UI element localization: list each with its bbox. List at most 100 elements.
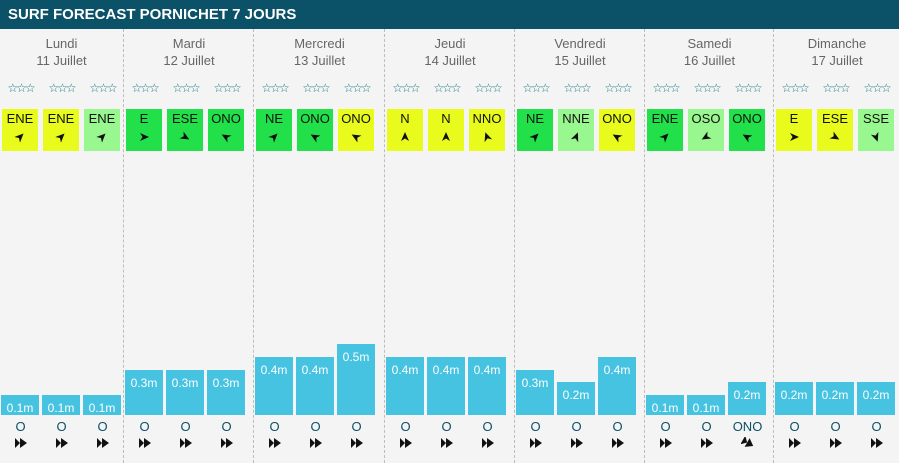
day-name: Mercredi bbox=[294, 36, 345, 51]
wind-arrow-icon bbox=[140, 133, 149, 141]
wind-arrow-icon bbox=[659, 133, 669, 143]
swell-direction-label: O bbox=[612, 419, 623, 434]
wind-arrow-icon bbox=[829, 131, 840, 140]
swell-arrow-icon bbox=[659, 438, 672, 448]
wind-direction-label: ONO bbox=[341, 111, 371, 126]
swell-arrow bbox=[350, 436, 364, 454]
forecast-slot: ☆☆☆ OSO 0.1m O bbox=[686, 29, 727, 463]
swell-arrow bbox=[611, 436, 625, 454]
swell-direction-label: O bbox=[789, 419, 800, 434]
wave-bar: 0.4m bbox=[427, 356, 465, 415]
wind-cell: SSE bbox=[858, 109, 894, 151]
wind-direction-label: ESE bbox=[821, 111, 848, 126]
wind-direction-label: NE bbox=[525, 111, 545, 126]
wind-direction-label: ONO bbox=[300, 111, 330, 126]
wave-height-label: 0.2m bbox=[733, 388, 761, 403]
swell-arrow bbox=[739, 435, 755, 454]
day-column: Dimanche 17 Juillet ☆☆☆ E 0.2m O ☆☆☆ ESE 0.2m O ☆☆… bbox=[773, 29, 899, 463]
wind-cell: N bbox=[428, 109, 464, 151]
day-column: Vendredi 15 Juillet ☆☆☆ NE 0.3m O ☆☆☆ NNE 0.2m O ☆… bbox=[514, 29, 645, 463]
day-date: 17 Juillet bbox=[811, 53, 863, 68]
swell-arrow-icon bbox=[611, 438, 624, 448]
wind-cell: ONO bbox=[208, 109, 244, 151]
wind-direction-label: ENE bbox=[6, 111, 34, 126]
wind-arrow-icon bbox=[179, 131, 190, 140]
rating-stars: ☆☆☆ bbox=[392, 81, 420, 95]
wave-bar: 0.1m bbox=[42, 395, 80, 415]
forecast-slot: ☆☆☆ ONO 0.3m O bbox=[206, 29, 247, 463]
rating-stars: ☆☆☆ bbox=[172, 81, 200, 95]
swell-arrow-icon bbox=[481, 438, 494, 448]
rating-stars: ☆☆☆ bbox=[474, 81, 502, 95]
wave-bar: 0.1m bbox=[1, 395, 39, 415]
rating-stars: ☆☆☆ bbox=[781, 81, 809, 95]
day-name: Vendredi bbox=[554, 36, 606, 51]
day-column: Samedi 16 Juillet ☆☆☆ ENE 0.1m O ☆☆☆ OSO 0.1m O ☆☆… bbox=[644, 29, 774, 463]
wave-height-label: 0.1m bbox=[692, 401, 720, 416]
wind-direction-label: ENE bbox=[47, 111, 75, 126]
swell-arrow bbox=[440, 436, 454, 454]
wind-direction-label: ENE bbox=[651, 111, 679, 126]
wave-bar: 0.4m bbox=[296, 356, 334, 415]
day-name: Jeudi bbox=[434, 36, 466, 51]
swell-arrow-icon bbox=[399, 438, 412, 448]
rating-stars: ☆☆☆ bbox=[302, 81, 330, 95]
forecast-slot: ☆☆☆ SSE 0.2m O bbox=[856, 29, 897, 463]
wave-height-label: 0.3m bbox=[521, 375, 549, 390]
rating-stars: ☆☆☆ bbox=[261, 81, 289, 95]
day-column: Jeudi 14 Juillet ☆☆☆ N 0.4m O ☆☆☆ N 0.4m O ☆☆☆ NNO 0… bbox=[384, 29, 515, 463]
swell-arrow-icon bbox=[529, 438, 542, 448]
forecast-slot: ☆☆☆ E 0.3m O bbox=[124, 29, 165, 463]
wind-direction-label: NNO bbox=[472, 111, 502, 126]
swell-arrow-icon bbox=[55, 438, 68, 448]
swell-direction-label: O bbox=[871, 419, 882, 434]
wave-bar: 0.5m bbox=[337, 344, 375, 415]
swell-arrow-icon bbox=[870, 438, 883, 448]
swell-direction-label: O bbox=[310, 419, 321, 434]
wave-height-label: 0.3m bbox=[130, 375, 158, 390]
swell-arrow bbox=[399, 436, 413, 454]
wave-bar: 0.4m bbox=[598, 356, 636, 415]
wave-bar: 0.1m bbox=[83, 395, 121, 415]
wave-bar: 0.2m bbox=[775, 382, 813, 415]
wind-arrow-icon bbox=[14, 133, 24, 143]
wind-cell: ONO bbox=[729, 109, 765, 151]
forecast-slot: ☆☆☆ E 0.2m O bbox=[774, 29, 815, 463]
forecast-slot: ☆☆☆ ENE 0.1m O bbox=[645, 29, 686, 463]
forecast-slot: ☆☆☆ ONO 0.4m O bbox=[295, 29, 336, 463]
forecast-slot: ☆☆☆ NNO 0.4m O bbox=[467, 29, 508, 463]
wave-height-label: 0.1m bbox=[651, 401, 679, 416]
forecast-slot: ☆☆☆ NE 0.4m O bbox=[254, 29, 295, 463]
wind-direction-label: ONO bbox=[732, 111, 762, 126]
swell-arrow bbox=[96, 436, 110, 454]
wind-direction-label: E bbox=[789, 111, 799, 126]
wave-bar: 0.4m bbox=[255, 356, 293, 415]
swell-arrow bbox=[179, 436, 193, 454]
wave-height-label: 0.4m bbox=[301, 362, 329, 377]
swell-arrow bbox=[659, 436, 673, 454]
swell-arrow-icon bbox=[700, 438, 713, 448]
wind-arrow-icon bbox=[221, 134, 232, 143]
rating-stars: ☆☆☆ bbox=[7, 81, 35, 95]
wind-direction-label: NNE bbox=[562, 111, 590, 126]
forecast-slot: ☆☆☆ NE 0.3m O bbox=[515, 29, 556, 463]
wave-height-label: 0.4m bbox=[391, 362, 419, 377]
day-column: Mardi 12 Juillet ☆☆☆ E 0.3m O ☆☆☆ ESE 0.3m O ☆☆☆ ON… bbox=[123, 29, 254, 463]
forecast-slot: ☆☆☆ ESE 0.3m O bbox=[165, 29, 206, 463]
wind-direction-label: ONO bbox=[211, 111, 241, 126]
wave-bar: 0.4m bbox=[468, 356, 506, 415]
wind-direction-label: N bbox=[441, 111, 451, 126]
forecast-slot: ☆☆☆ ONO 0.5m O bbox=[336, 29, 377, 463]
swell-direction-label: O bbox=[221, 419, 232, 434]
wave-height-label: 0.4m bbox=[473, 362, 501, 377]
wind-cell: ONO bbox=[338, 109, 374, 151]
swell-arrow bbox=[529, 436, 543, 454]
wind-arrow-icon bbox=[96, 133, 106, 143]
wave-bar: 0.4m bbox=[386, 356, 424, 415]
wind-arrow-icon bbox=[442, 132, 450, 141]
wave-height-label: 0.4m bbox=[432, 362, 460, 377]
rating-stars: ☆☆☆ bbox=[822, 81, 850, 95]
wind-cell: ENE bbox=[84, 109, 120, 151]
swell-arrow bbox=[268, 436, 282, 454]
swell-arrow-icon bbox=[14, 438, 27, 448]
